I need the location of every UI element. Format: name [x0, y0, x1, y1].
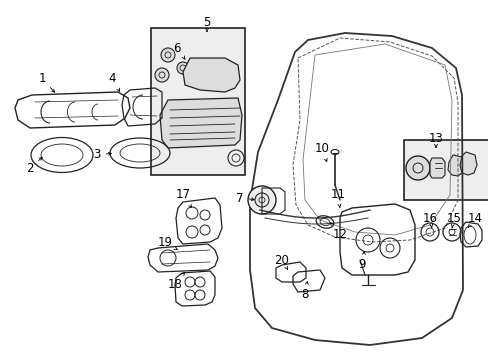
- Text: 13: 13: [427, 131, 443, 148]
- Circle shape: [247, 186, 275, 214]
- Text: 17: 17: [175, 189, 191, 207]
- Text: 9: 9: [358, 252, 365, 271]
- Polygon shape: [429, 158, 444, 178]
- Text: 15: 15: [446, 211, 461, 228]
- Text: 18: 18: [167, 273, 184, 292]
- Text: 16: 16: [422, 211, 437, 228]
- Text: 12: 12: [330, 223, 347, 242]
- Text: 19: 19: [157, 235, 177, 250]
- Text: 8: 8: [301, 282, 308, 302]
- Polygon shape: [160, 98, 242, 148]
- Bar: [403, 140, 488, 200]
- Circle shape: [405, 156, 429, 180]
- Text: 20: 20: [274, 253, 289, 269]
- Text: 3: 3: [93, 148, 111, 162]
- Bar: [151, 28, 244, 175]
- Polygon shape: [459, 152, 476, 175]
- Text: 14: 14: [467, 211, 482, 228]
- Text: 6: 6: [173, 41, 185, 59]
- Text: 10: 10: [314, 141, 329, 162]
- Circle shape: [161, 48, 175, 62]
- Text: 11: 11: [330, 189, 345, 207]
- Circle shape: [177, 62, 189, 74]
- Text: 7: 7: [236, 192, 254, 204]
- Circle shape: [155, 68, 169, 82]
- Text: 1: 1: [38, 72, 55, 92]
- Text: 4: 4: [108, 72, 119, 91]
- Text: 2: 2: [26, 157, 42, 175]
- Text: 5: 5: [203, 15, 210, 31]
- Polygon shape: [183, 58, 240, 92]
- Polygon shape: [447, 155, 464, 176]
